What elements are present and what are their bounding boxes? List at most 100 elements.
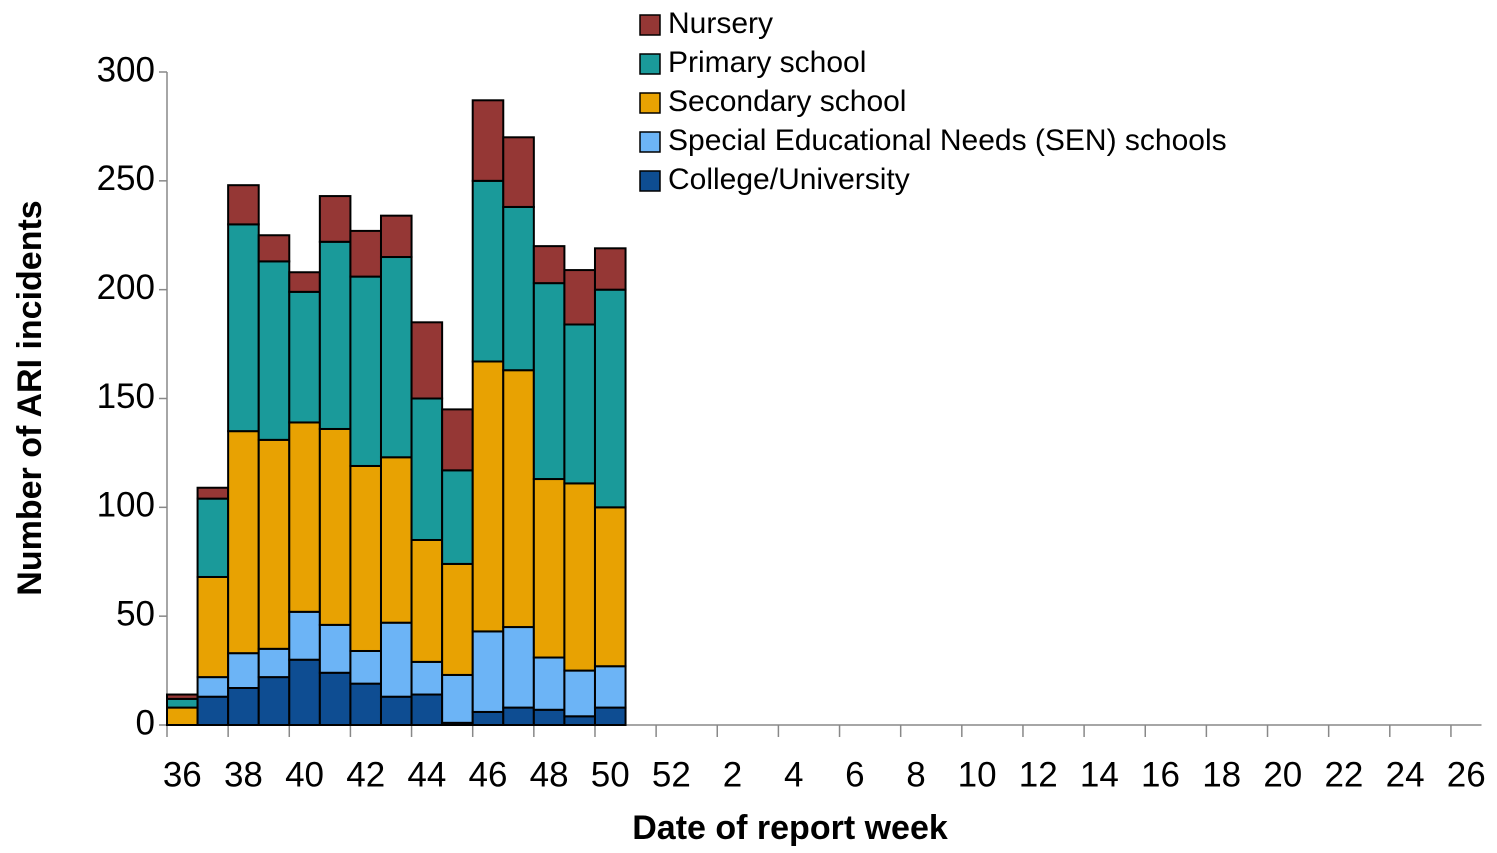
- bar-segment: [196, 497, 230, 578]
- bar-segment: [349, 229, 382, 278]
- bar-segment: [288, 271, 321, 293]
- bar-segment: [410, 397, 444, 541]
- y-axis-title: Number of ARI incidents: [11, 200, 49, 595]
- x-tick-label: 22: [1324, 755, 1363, 794]
- bar-segment: [257, 234, 291, 263]
- bar-segment: [379, 456, 413, 624]
- x-tick-label: 18: [1202, 755, 1241, 794]
- bar-segment: [502, 369, 535, 629]
- x-tick-label: 24: [1386, 755, 1425, 794]
- bar-segment: [563, 482, 596, 672]
- bar-segment: [227, 223, 260, 433]
- bar-segment: [196, 695, 230, 726]
- bar-segment: [410, 321, 444, 400]
- bar-segment: [441, 673, 474, 724]
- bar-segment: [349, 649, 382, 685]
- bar-segment: [563, 715, 596, 727]
- bar-segment: [441, 408, 474, 472]
- bar-segment: [288, 658, 321, 727]
- bar-segment: [318, 195, 352, 243]
- bar-segment: [257, 260, 291, 441]
- bar-segment: [227, 686, 260, 726]
- x-axis-title: Date of report week: [632, 809, 948, 847]
- bar-segment: [196, 575, 230, 679]
- bar-segment: [532, 656, 566, 711]
- x-tick-label: 12: [1019, 755, 1058, 794]
- y-tick-label: 200: [97, 268, 155, 307]
- bar-segment: [593, 506, 627, 668]
- bar-segment: [166, 706, 199, 727]
- x-tick-label: 36: [163, 755, 202, 794]
- bar-segment: [532, 478, 566, 659]
- bar-segment: [441, 562, 474, 676]
- bar-segment: [410, 538, 444, 663]
- bar-segment: [379, 695, 413, 726]
- bar-segment: [502, 136, 535, 208]
- bar-segment: [563, 323, 596, 485]
- bar-segment: [532, 708, 566, 726]
- bar-segment: [441, 469, 474, 565]
- bar-segment: [288, 290, 321, 424]
- bar-segment: [227, 430, 260, 655]
- x-tick-label: 50: [591, 755, 630, 794]
- legend-swatch: [639, 131, 661, 153]
- bar-segment: [379, 256, 413, 459]
- y-tick-label: 100: [97, 486, 155, 525]
- bar-segment: [318, 671, 352, 727]
- legend-swatch: [639, 14, 661, 36]
- bar-segment: [349, 275, 382, 467]
- x-tick-label: 46: [469, 755, 508, 794]
- bar-segment: [349, 464, 382, 652]
- legend-label: Special Educational Needs (SEN) schools: [668, 124, 1227, 157]
- x-tick-label: 10: [958, 755, 997, 794]
- bar-segment: [318, 427, 352, 626]
- x-tick-label: 20: [1263, 755, 1302, 794]
- bar-segment: [471, 99, 505, 182]
- bar-segment: [257, 438, 291, 650]
- y-tick-label: 300: [97, 50, 155, 89]
- x-tick-label: 4: [784, 755, 803, 794]
- bar-segment: [593, 247, 627, 291]
- bar-segment: [471, 630, 505, 713]
- y-tick-label: 0: [136, 703, 155, 742]
- bar-segment: [318, 240, 352, 430]
- x-tick-label: 26: [1447, 755, 1486, 794]
- x-tick-label: 42: [346, 755, 385, 794]
- bar-segment: [563, 269, 596, 326]
- bar-segment: [563, 669, 596, 718]
- x-tick-label: 40: [285, 755, 324, 794]
- bar-segment: [532, 245, 566, 285]
- legend-swatch: [639, 92, 661, 114]
- x-tick-label: 8: [906, 755, 925, 794]
- bar-segment: [593, 706, 627, 727]
- legend-label: Secondary school: [668, 85, 906, 118]
- bar-segment: [318, 623, 352, 674]
- bar-segment: [502, 626, 535, 709]
- x-tick-label: 6: [845, 755, 864, 794]
- bar-segment: [166, 693, 199, 700]
- bar-segment: [410, 693, 444, 727]
- bar-segment: [532, 282, 566, 481]
- x-tick-label: 2: [723, 755, 742, 794]
- legend-label: Primary school: [668, 46, 866, 79]
- legend-swatch: [639, 170, 661, 192]
- bar-segment: [379, 621, 413, 698]
- x-tick-label: 16: [1141, 755, 1180, 794]
- legend-swatch: [639, 53, 661, 75]
- y-tick-label: 50: [116, 594, 155, 633]
- bar-segment: [379, 214, 413, 259]
- legend-label: Nursery: [668, 7, 773, 40]
- x-tick-label: 52: [652, 755, 691, 794]
- bar-segment: [502, 205, 535, 372]
- x-tick-label: 38: [224, 755, 263, 794]
- bar-segment: [288, 421, 321, 613]
- y-tick-label: 250: [97, 159, 155, 198]
- y-tick-label: 150: [97, 377, 155, 416]
- legend-label: College/University: [668, 163, 910, 196]
- x-tick-label: 14: [1080, 755, 1119, 794]
- bar-segment: [593, 288, 627, 509]
- bar-segment: [410, 660, 444, 696]
- bar-segment: [471, 179, 505, 363]
- bar-segment: [502, 706, 535, 727]
